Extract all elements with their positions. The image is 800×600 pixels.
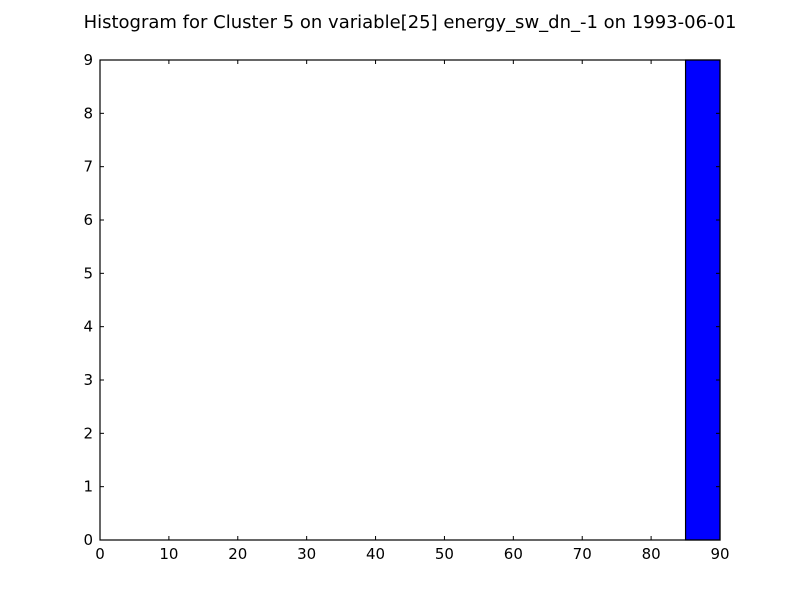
y-tick-label: 3 bbox=[83, 371, 93, 389]
x-tick-label: 70 bbox=[573, 545, 592, 563]
plot-frame bbox=[99, 59, 721, 541]
y-tick-label: 2 bbox=[83, 424, 93, 442]
y-tick-label: 4 bbox=[83, 318, 93, 336]
y-tick-label: 5 bbox=[83, 264, 93, 282]
y-tick-label: 9 bbox=[83, 51, 93, 69]
histogram-bar-1 bbox=[684, 59, 721, 541]
x-tick-label: 50 bbox=[435, 545, 454, 563]
x-tick-label: 60 bbox=[504, 545, 523, 563]
y-tick-label: 6 bbox=[83, 211, 93, 229]
y-tick-label: 0 bbox=[83, 531, 93, 549]
x-tick-label: 20 bbox=[228, 545, 247, 563]
chart-title: Histogram for Cluster 5 on variable[25] … bbox=[83, 12, 737, 33]
bars-group bbox=[684, 59, 721, 541]
x-tick-label: 90 bbox=[710, 545, 729, 563]
x-tick-label: 10 bbox=[159, 545, 178, 563]
x-tick-label: 40 bbox=[366, 545, 385, 563]
x-tick-label: 0 bbox=[95, 545, 105, 563]
x-tick-label: 80 bbox=[642, 545, 661, 563]
ticks-group: 0 10 20 30 40 50 60 70 80 90 0 1 2 3 4 5 6 7 8 9 bbox=[83, 51, 729, 563]
x-tick-label: 30 bbox=[297, 545, 316, 563]
y-tick-label: 7 bbox=[83, 158, 93, 176]
y-tick-label: 8 bbox=[83, 104, 93, 122]
y-tick-label: 1 bbox=[83, 478, 93, 496]
